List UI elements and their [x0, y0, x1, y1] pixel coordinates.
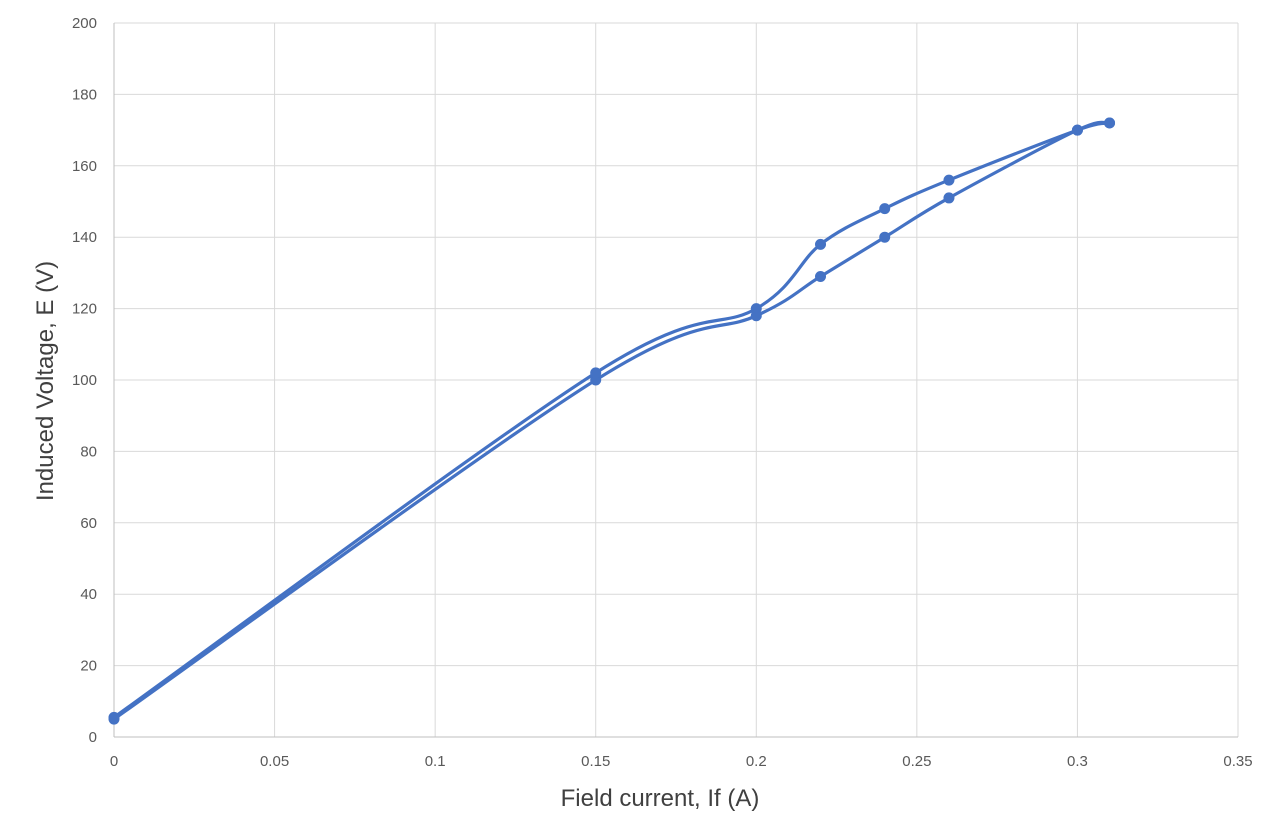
data-point	[815, 238, 827, 250]
x-tick-label: 0.2	[746, 753, 767, 770]
y-tick-label: 120	[72, 301, 97, 318]
axes	[113, 23, 1238, 738]
series-line	[112, 120, 1112, 721]
data-point	[1104, 117, 1116, 129]
data-point	[879, 231, 891, 243]
data-point	[879, 203, 891, 215]
data-point	[943, 174, 955, 186]
x-tick-label: 0.3	[1067, 753, 1088, 770]
x-tick-label: 0.15	[581, 753, 610, 770]
data-point	[590, 367, 602, 379]
x-tick-label: 0.25	[902, 753, 931, 770]
data-point	[108, 711, 120, 723]
y-tick-label: 180	[72, 86, 97, 103]
series	[108, 117, 1116, 725]
y-tick-label: 140	[72, 229, 97, 246]
data-point	[1071, 124, 1083, 136]
series-line	[112, 121, 1112, 719]
y-tick-label: 100	[72, 372, 97, 389]
y-tick-label: 20	[80, 658, 97, 675]
x-axis-title: Field current, If (A)	[561, 785, 760, 812]
y-tick-label: 60	[80, 515, 97, 532]
data-point	[815, 270, 827, 282]
data-point	[750, 303, 762, 315]
x-tick-label: 0	[110, 753, 118, 770]
y-tick-label: 200	[72, 15, 97, 32]
y-tick-label: 0	[89, 729, 97, 746]
tick-labels: 0 20 40 60 80 100 120 140 160 180 200 0 0.05 0.1 0.15 0…	[72, 15, 1253, 770]
x-tick-label: 0.1	[425, 753, 446, 770]
x-tick-label: 0.05	[260, 753, 289, 770]
data-point	[943, 192, 955, 204]
grid	[114, 22, 1239, 737]
x-tick-label: 0.35	[1223, 753, 1252, 770]
y-tick-label: 80	[80, 443, 97, 460]
y-tick-label: 40	[80, 586, 97, 603]
y-tick-label: 160	[72, 158, 97, 175]
y-axis-title: Induced Voltage, E (V)	[32, 261, 59, 501]
